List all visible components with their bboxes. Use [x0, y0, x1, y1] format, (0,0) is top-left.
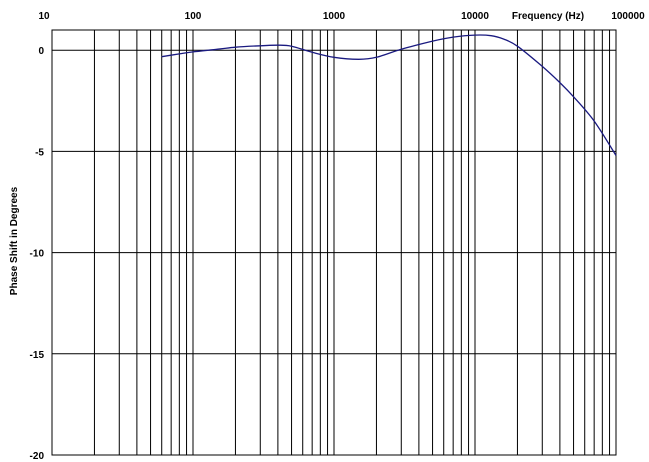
- x-tick-label: 100000: [611, 11, 645, 22]
- x-tick-label: 100: [185, 11, 202, 22]
- x-tick-label: 1000: [323, 11, 346, 22]
- series-group: [161, 34, 617, 156]
- y-tick-label: -5: [35, 147, 44, 158]
- y-tick-labels: 0 -5 -10 -15 -20: [30, 46, 45, 462]
- plot-grid: [51, 29, 617, 456]
- y-tick-label: 0: [38, 46, 44, 57]
- y-axis-label: Phase Shift in Degrees: [9, 186, 20, 295]
- y-tick-label: -10: [30, 249, 45, 260]
- y-tick-label: -15: [30, 350, 45, 361]
- y-tick-label: -20: [30, 451, 45, 462]
- x-axis-label: Frequency (Hz): [512, 11, 584, 22]
- x-tick-label: 10: [38, 11, 50, 22]
- x-tick-label: 10000: [461, 11, 489, 22]
- x-tick-labels: 10 100 1000 10000 100000: [38, 11, 645, 22]
- series-line-0: [161, 34, 617, 156]
